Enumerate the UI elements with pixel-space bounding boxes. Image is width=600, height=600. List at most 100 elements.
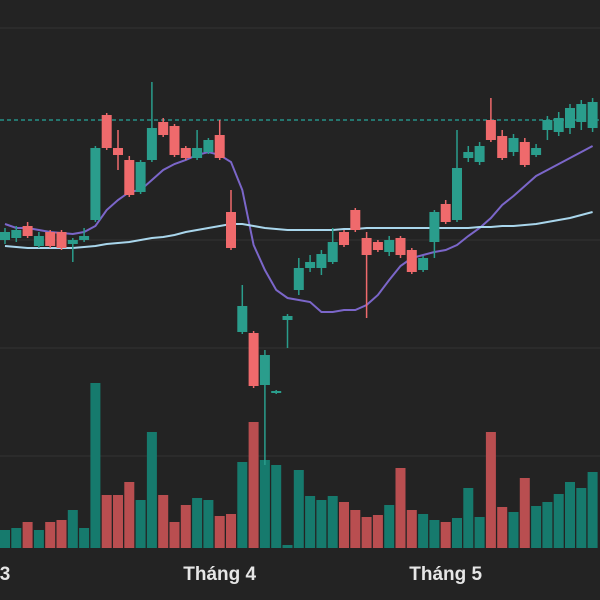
volume-bar (508, 512, 519, 548)
volume-bar (113, 495, 123, 548)
candle-body (316, 254, 327, 268)
volume-bar (22, 522, 33, 548)
candle-body (180, 148, 191, 158)
volume-bar (553, 494, 564, 548)
volume-bar (33, 530, 44, 548)
volume-bar (565, 482, 575, 548)
volume-bar (316, 500, 327, 548)
x-tick-label: 3 (0, 564, 10, 585)
volume-bar (45, 522, 56, 548)
volume-bar (79, 528, 90, 548)
candle-body (350, 210, 361, 230)
candle-body (361, 238, 372, 255)
volume-bar (90, 383, 101, 548)
candle-body (0, 232, 10, 240)
volume-bar (146, 432, 157, 548)
volume-bar (259, 460, 270, 548)
volume-bar (587, 472, 598, 548)
candle-body (474, 146, 485, 162)
volume-bar (192, 498, 203, 548)
volume-bar (429, 520, 440, 548)
volume-bar (305, 496, 316, 548)
candle-body (33, 236, 44, 246)
volume-bar (0, 530, 10, 548)
candle-body (418, 258, 429, 270)
volume-bar (169, 522, 180, 548)
volume-bar (440, 522, 451, 548)
volume-bar (237, 462, 248, 548)
candle-body (169, 126, 180, 155)
volume-bar (226, 514, 236, 548)
candle-body (565, 108, 575, 128)
candle-body (90, 148, 101, 220)
volume-bar (497, 507, 508, 548)
candle-body (485, 120, 496, 140)
candle-body (192, 148, 203, 158)
volume-bar (56, 520, 67, 548)
volume-bar (542, 502, 553, 548)
volume-bar (101, 495, 112, 548)
candle-body (11, 230, 22, 238)
volume-bar (271, 465, 282, 548)
candle-body (384, 240, 395, 252)
volume-bar (124, 482, 135, 548)
volume-bar (214, 516, 225, 548)
candle-body (576, 104, 587, 122)
volume-bar (203, 500, 214, 548)
volume-bar (384, 505, 395, 548)
candle-body (22, 226, 33, 236)
candle-body (203, 140, 214, 152)
volume-bar (531, 506, 542, 548)
volume-bar (293, 470, 304, 548)
candle-body (372, 242, 383, 250)
candle-body (67, 240, 78, 244)
candle-body (395, 238, 406, 255)
volume-bar (248, 422, 259, 548)
candle-body (531, 148, 542, 155)
volume-bar (406, 510, 417, 548)
moving-average-line (4, 145, 594, 313)
candle-body (339, 232, 349, 245)
volume-bar (180, 505, 191, 548)
candle-body (327, 242, 338, 262)
volume-bar (282, 545, 293, 548)
volume-bar (327, 496, 338, 548)
volume-bar (474, 517, 485, 548)
candle-body (124, 160, 135, 195)
candle-body (214, 135, 225, 158)
candle-body (406, 250, 417, 272)
candle-body (226, 212, 236, 248)
candle-body (45, 232, 56, 246)
candle-body (101, 115, 112, 148)
volume-bar (395, 468, 406, 548)
candle-body (429, 212, 440, 242)
x-tick-label: Tháng 4 (183, 564, 256, 585)
volume-bar (519, 478, 530, 548)
candle-body (440, 204, 451, 222)
volume-bar (339, 502, 349, 548)
candle-body (542, 120, 553, 130)
volume-bar (67, 510, 78, 548)
candle-body (113, 148, 123, 155)
volume-bar (452, 518, 462, 548)
candle-body (237, 306, 248, 332)
candle-body (282, 316, 293, 320)
volume-bar (463, 488, 474, 548)
volume-bar (485, 432, 496, 548)
candle-body (305, 262, 316, 268)
candle-body (497, 136, 508, 158)
volume-bar (11, 528, 22, 548)
candle-body (452, 168, 462, 220)
volume-bar (576, 488, 587, 548)
candle-body (248, 333, 259, 386)
x-tick-label: Tháng 5 (409, 564, 482, 585)
candle-body (146, 128, 157, 160)
candle-body (587, 102, 598, 128)
volume-bar (158, 495, 169, 548)
candle-body (259, 355, 270, 385)
volume-bar (361, 517, 372, 548)
volume-bar (350, 510, 361, 548)
candle-body (271, 391, 282, 393)
